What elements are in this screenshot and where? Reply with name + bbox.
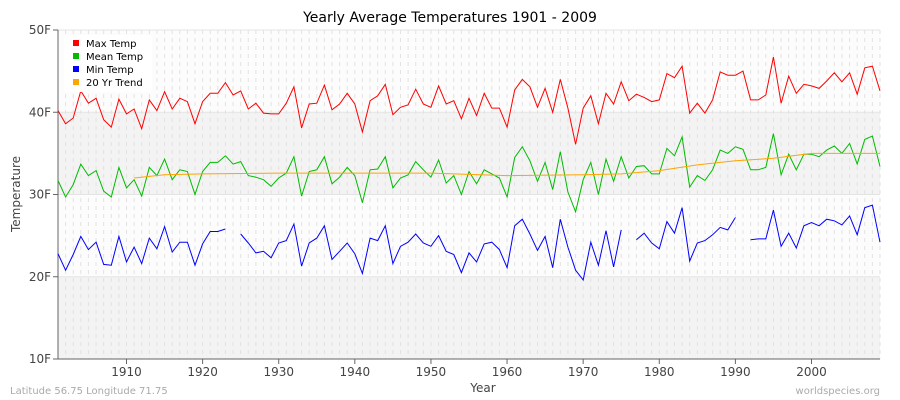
series-line-min-temp [57,224,226,272]
series-line-max-temp [57,57,881,145]
x-axis-label: Year [469,381,495,395]
x-tick-label: 1970 [568,365,599,379]
series-line-min-temp [750,204,881,250]
legend-swatch [73,53,79,59]
y-tick-label: 10F [29,352,51,366]
x-tick-label: 1940 [340,365,371,379]
x-tick-label: 1930 [263,365,294,379]
legend-swatch [73,66,79,72]
x-tick-label: 1980 [644,365,675,379]
y-tick-label: 50F [29,23,51,37]
series-line-min-temp [636,207,736,263]
series-line-mean-temp [57,133,881,214]
y-axis-label: Temperature [9,156,23,233]
y-tick-label: 30F [29,188,51,202]
footer-location: Latitude 56.75 Longitude 71.75 [10,386,168,397]
chart-title: Yearly Average Temperatures 1901 - 2009 [302,10,597,26]
legend-box [64,35,152,92]
legend-label: Min Temp [86,65,134,76]
legend-label: 20 Yr Trend [86,78,143,89]
x-tick-label: 1960 [492,365,523,379]
footer-credit: worldspecies.org [796,386,880,397]
legend-swatch [73,79,79,85]
series-line-min-temp [240,218,622,282]
x-tick-label: 1990 [720,365,751,379]
series-line-20-yr-trend [134,152,880,179]
legend-label: Mean Temp [86,52,143,63]
legend-swatch [73,40,79,46]
legend-label: Max Temp [86,39,137,50]
x-tick-label: 1950 [416,365,447,379]
y-tick-label: 40F [29,105,51,119]
x-tick-label: 1920 [187,365,218,379]
x-tick-label: 1910 [111,365,142,379]
x-tick-label: 2000 [796,365,827,379]
y-tick-label: 20F [29,270,51,284]
